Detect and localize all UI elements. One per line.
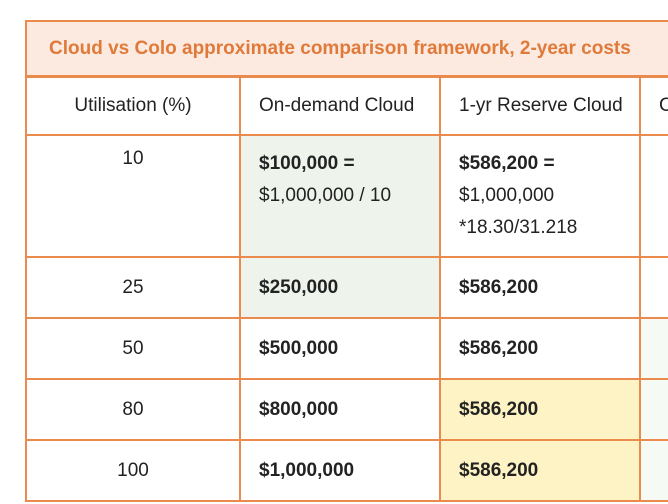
utilisation-cell: 100	[25, 439, 241, 502]
reserve-cell: $586,200 = $1,000,000 *18.30/31.218	[439, 134, 641, 258]
ondemand-formula: $1,000,000 / 10	[259, 185, 392, 206]
colo-cell	[639, 134, 668, 258]
colo-cell	[639, 378, 668, 441]
reserve-value: $586,200	[459, 276, 539, 298]
reserve-cell: $586,200	[439, 439, 641, 502]
utilisation-cell: 80	[25, 378, 241, 441]
reserve-formula-line1: $1,000,000	[459, 185, 555, 206]
table-row: 100 $1,000,000 $586,200	[25, 439, 668, 502]
header-row: Utilisation (%) On-demand Cloud 1-yr Res…	[25, 76, 668, 136]
table-row: 25 $250,000 $586,200	[25, 256, 668, 319]
ondemand-cell: $1,000,000	[239, 439, 441, 502]
ondemand-value: $100,000 =	[259, 153, 355, 174]
table-row: 80 $800,000 $586,200	[25, 378, 668, 441]
ondemand-value: $250,000	[259, 276, 339, 298]
ondemand-cell: $250,000	[239, 256, 441, 319]
colo-cell	[639, 439, 668, 502]
ondemand-value: $800,000	[259, 398, 339, 420]
reserve-cell: $586,200	[439, 317, 641, 380]
ondemand-cell: $800,000	[239, 378, 441, 441]
utilisation-cell: 10	[25, 134, 241, 258]
reserve-value: $586,200 =	[459, 153, 555, 174]
reserve-value: $586,200	[459, 398, 539, 420]
header-utilisation: Utilisation (%)	[25, 76, 241, 136]
table-title: Cloud vs Colo approximate comparison fra…	[25, 20, 668, 76]
table-row: 10 $100,000 = $1,000,000 / 10 $586,200 =…	[25, 134, 668, 258]
comparison-table-frame: Cloud vs Colo approximate comparison fra…	[25, 20, 668, 502]
table-row: 50 $500,000 $586,200	[25, 317, 668, 380]
header-reserve-cloud: 1-yr Reserve Cloud	[439, 76, 641, 136]
header-colo-partial: C	[639, 76, 668, 136]
colo-cell	[639, 317, 668, 380]
colo-cell	[639, 256, 668, 319]
ondemand-value: $1,000,000	[259, 459, 355, 481]
utilisation-cell: 50	[25, 317, 241, 380]
reserve-value: $586,200	[459, 337, 539, 359]
ondemand-value: $500,000	[259, 337, 339, 359]
reserve-formula-line2: *18.30/31.218	[459, 217, 578, 238]
ondemand-cell: $100,000 = $1,000,000 / 10	[239, 134, 441, 258]
reserve-cell: $586,200	[439, 256, 641, 319]
ondemand-cell: $500,000	[239, 317, 441, 380]
utilisation-cell: 25	[25, 256, 241, 319]
comparison-table: Utilisation (%) On-demand Cloud 1-yr Res…	[25, 76, 668, 502]
reserve-cell: $586,200	[439, 378, 641, 441]
reserve-value: $586,200	[459, 459, 539, 481]
header-ondemand-cloud: On-demand Cloud	[239, 76, 441, 136]
